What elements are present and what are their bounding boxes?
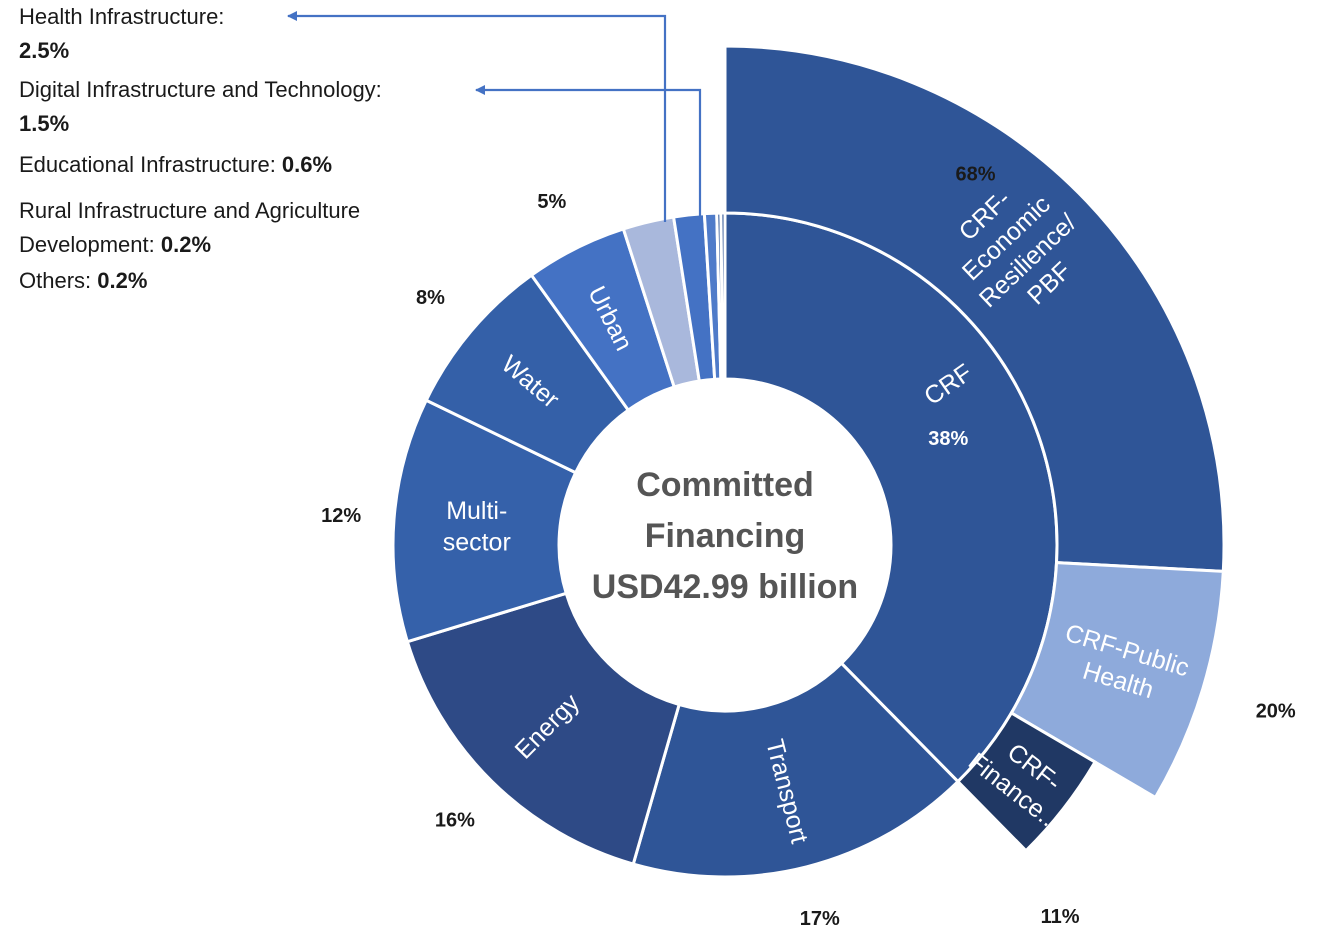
label-educational-infrastructure-value: 0.6% — [281, 152, 333, 177]
label-others-name: Others: — [19, 268, 98, 293]
center-line-1: Committed — [636, 466, 814, 504]
pct-label-transport: 17% — [800, 908, 840, 930]
pct-label-energy: 16% — [435, 809, 475, 831]
label-others-value: 0.2% — [97, 268, 148, 293]
center-title: Committed Financing USD42.99 billion — [592, 466, 858, 606]
label-digital-infrastructure-value: 1.5% — [19, 111, 70, 136]
outer-segment-crf-economic-resilience-pbf — [723, 44, 1226, 573]
pct-label-multi-sector: 12% — [321, 505, 361, 527]
label-rural-infrastructure-value: 0.2% — [160, 232, 212, 257]
pct-label-crf-finance: 11% — [1041, 906, 1080, 928]
outer-ring — [723, 44, 1226, 853]
label-digital-infrastructure-name: Digital Infrastructure and Technology: — [19, 77, 382, 102]
callout-connectors — [287, 11, 702, 222]
inner-label-multi-sector-line-1: Multi- — [446, 497, 507, 525]
inner-segment-others — [719, 211, 727, 381]
center-line-2: Financing — [645, 517, 806, 555]
label-rural-infrastructure: Rural Infrastructure and Agriculture Dev… — [19, 194, 360, 262]
inner-segment-energy — [405, 591, 681, 866]
inner-label-crf-value: 38% — [928, 428, 968, 450]
pct-label-urban: 5% — [537, 191, 566, 213]
label-digital-infrastructure: Digital Infrastructure and Technology: 1… — [19, 73, 382, 141]
label-educational-infrastructure-name: Educational Infrastructure: — [19, 152, 282, 177]
label-rural-infrastructure-name2: Development: — [19, 232, 161, 257]
connector-health-infrastructure — [287, 11, 667, 222]
connector-digital-infrastructure — [475, 85, 702, 222]
outer-segment-crf-finance — [955, 710, 1098, 853]
pct-label-water: 8% — [416, 287, 445, 309]
label-rural-infrastructure-name: Rural Infrastructure and Agriculture — [19, 198, 361, 223]
center-line-3: USD42.99 billion — [592, 568, 858, 606]
label-health-infrastructure-name: Health Infrastructure: — [19, 4, 225, 29]
pct-label-crf-public-health: 20% — [1256, 700, 1296, 722]
pct-label-crf-economic-resilience-pbf: 68% — [956, 164, 996, 186]
outer-segment-crf-public-health — [1009, 560, 1225, 800]
label-health-infrastructure: Health Infrastructure: 2.5% — [19, 0, 224, 68]
label-educational-infrastructure: Educational Infrastructure: 0.6% — [19, 148, 332, 182]
label-others: Others: 0.2% — [19, 264, 147, 298]
inner-segment-transport — [631, 661, 961, 879]
inner-segment-multi-sector — [391, 398, 578, 644]
inner-label-multi-sector: Multi-sector — [443, 497, 511, 556]
percentage-labels: 17% 16% 12% 8% 5% 68% 20% 11% — [321, 164, 1296, 931]
inner-label-multi-sector-line-2: sector — [443, 528, 511, 556]
label-health-infrastructure-value: 2.5% — [19, 38, 70, 63]
